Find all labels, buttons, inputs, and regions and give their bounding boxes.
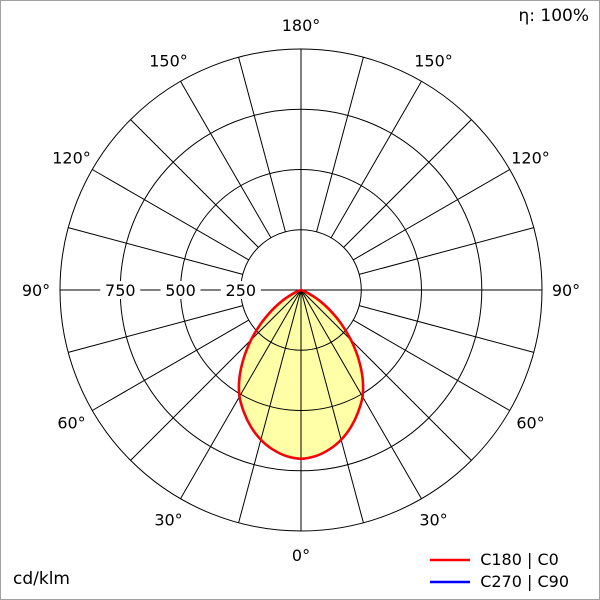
efficiency-label: η: 100% [518,6,589,26]
radial-tick-label: 500 [165,281,196,300]
radial-tick-label: 250 [226,281,257,300]
grid-spoke [352,169,510,261]
angle-label: 30° [154,511,182,530]
grid-spoke [238,57,286,232]
grid-spoke [352,319,510,411]
angle-label: 90° [22,281,50,300]
angle-label: 90° [552,281,580,300]
angle-label: 30° [419,511,447,530]
legend-line-red-icon [430,558,471,561]
legend-label-c180-c0: C180 | C0 [480,550,559,569]
grid-spoke [92,169,250,261]
angle-label: 180° [282,16,321,35]
angle-label: 0° [292,546,310,565]
grid-spoke [92,319,250,411]
legend-line-blue-icon [430,580,471,583]
angle-label: 60° [516,414,544,433]
grid-spoke [130,332,259,461]
legend-item-c180-c0: C180 | C0 [428,550,569,569]
grid-spoke [343,119,472,248]
grid-spoke [359,305,534,353]
grid-spoke [68,305,243,353]
grid-spoke [130,119,259,248]
legend-label-c270-c90: C270 | C90 [480,572,569,591]
lobe-grid-spoke [238,289,302,459]
lobe-grid-ring [238,289,364,411]
grid-spoke [316,57,364,232]
angle-label: 150° [149,52,188,71]
unit-label: cd/klm [13,569,70,589]
radial-tick-backing [100,281,141,299]
radial-tick-backing [220,281,261,299]
legend: C180 | C0 C270 | C90 [428,550,569,591]
grid-spoke [330,81,422,239]
legend-item-c270-c90: C270 | C90 [428,572,569,591]
curve-c180-c0 [237,288,365,460]
angle-label: 120° [511,149,550,168]
radial-tick-label: 750 [105,281,136,300]
angle-label: 150° [414,52,453,71]
grid-spoke [359,227,534,275]
angle-label: 60° [57,414,85,433]
angle-label: 120° [52,149,91,168]
lobe-grid-spoke [300,289,364,459]
grid-spoke [180,81,272,239]
grid-spoke [343,332,472,461]
radial-tick-backing [160,281,201,299]
grid-spoke [68,227,243,275]
